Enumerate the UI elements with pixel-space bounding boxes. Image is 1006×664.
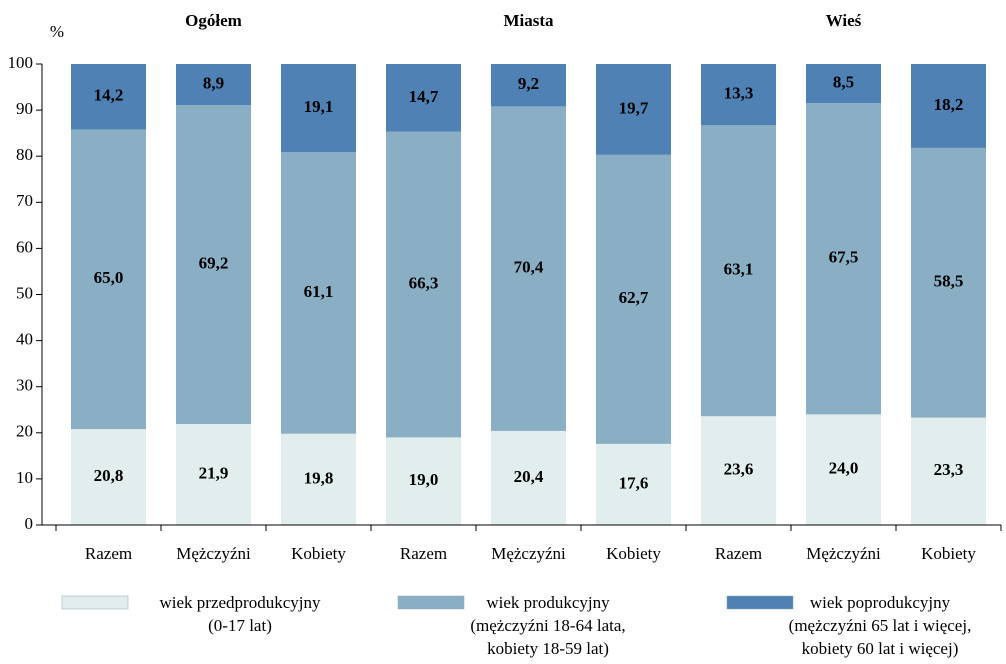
value-label: 13,3 [724, 84, 754, 103]
y-tick-label: 0 [25, 514, 34, 533]
y-tick-label: 100 [8, 53, 34, 72]
bar-segment [386, 64, 461, 132]
bar-segment [71, 429, 146, 525]
group-label: Ogółem [185, 11, 242, 30]
x-tick-label: Mężczyźni [491, 544, 566, 563]
value-label: 67,5 [829, 248, 859, 267]
value-label: 69,2 [199, 253, 229, 272]
bar-segment [176, 64, 251, 106]
legend-swatch [726, 595, 794, 610]
legend-label: wiek poprodukcyjny [810, 593, 951, 612]
value-label: 65,0 [94, 268, 124, 287]
bar-segment [806, 414, 881, 525]
value-label: 66,3 [409, 273, 439, 292]
value-label: 9,2 [518, 74, 539, 93]
x-tick-label: Kobiety [291, 544, 346, 563]
value-label: 23,6 [724, 460, 754, 479]
value-label: 23,3 [934, 460, 964, 479]
y-tick-label: 70 [16, 191, 33, 210]
bar-segment [596, 154, 671, 444]
value-label: 18,2 [934, 95, 964, 114]
y-tick-label: 20 [16, 422, 33, 441]
bar-segment [701, 64, 776, 126]
bar-segment [596, 443, 671, 525]
value-label: 8,5 [833, 72, 854, 91]
bar-segment [701, 416, 776, 525]
bar-segment [911, 147, 986, 418]
bar-segment [71, 64, 146, 130]
x-tick-label: Razem [715, 544, 762, 563]
bar-segment [281, 433, 356, 525]
bar-segment [281, 64, 356, 153]
legend-note: (0-17 lat) [208, 616, 272, 635]
bar-segment [386, 437, 461, 525]
bar-segment [911, 417, 986, 525]
bar-segment [176, 105, 251, 425]
bar-segment [806, 103, 881, 415]
bar-segment [911, 64, 986, 148]
legend-note: kobiety 60 lat i więcej) [802, 639, 959, 658]
legend-note: (mężczyźni 18-64 lata, [470, 616, 625, 635]
legend-swatch [397, 595, 465, 610]
legend-label: wiek produkcyjny [486, 593, 610, 612]
group-label: Wieś [826, 11, 862, 30]
x-tick-label: Mężczyźni [806, 544, 881, 563]
value-label: 14,7 [409, 87, 439, 106]
bar-segment [806, 64, 881, 104]
y-tick-label: 90 [16, 99, 33, 118]
legend-note: kobiety 18-59 lat) [487, 639, 609, 658]
value-label: 17,6 [619, 473, 649, 492]
y-tick-label: 10 [16, 468, 33, 487]
legend-label: wiek przedprodukcyjny [160, 593, 321, 612]
x-tick-label: Kobiety [921, 544, 976, 563]
value-label: 19,8 [304, 468, 334, 487]
value-label: 19,1 [304, 97, 334, 116]
y-tick-label: 50 [16, 283, 33, 302]
group-label: Miasta [503, 11, 554, 30]
bar-segment [386, 131, 461, 438]
value-label: 62,7 [619, 288, 649, 307]
value-label: 63,1 [724, 260, 754, 279]
bar-segment [701, 125, 776, 417]
bar-segment [491, 64, 566, 107]
x-tick-label: Razem [85, 544, 132, 563]
y-axis-label: % [50, 22, 64, 41]
value-label: 61,1 [304, 282, 334, 301]
value-label: 20,8 [94, 466, 124, 485]
x-tick-label: Kobiety [606, 544, 661, 563]
y-tick-label: 60 [16, 237, 33, 256]
legend-swatch [61, 595, 129, 610]
bar-segment [596, 64, 671, 155]
x-tick-label: Razem [400, 544, 447, 563]
y-tick-label: 40 [16, 330, 33, 349]
bar-segment [281, 152, 356, 434]
legend-note: (mężczyźni 65 lat i więcej, [789, 616, 972, 635]
value-label: 19,0 [409, 470, 439, 489]
y-tick-label: 30 [16, 376, 33, 395]
y-tick-label: 80 [16, 145, 33, 164]
value-label: 19,7 [619, 98, 649, 117]
value-label: 24,0 [829, 459, 859, 478]
value-label: 8,9 [203, 73, 224, 92]
value-label: 58,5 [934, 272, 964, 291]
value-label: 20,4 [514, 467, 544, 486]
bar-segment [176, 424, 251, 525]
bar-segment [491, 430, 566, 525]
x-tick-label: Mężczyźni [176, 544, 251, 563]
value-label: 70,4 [514, 258, 544, 277]
bar-segment [71, 129, 146, 430]
bar-segment [491, 106, 566, 431]
value-label: 21,9 [199, 463, 229, 482]
value-label: 14,2 [94, 86, 124, 105]
